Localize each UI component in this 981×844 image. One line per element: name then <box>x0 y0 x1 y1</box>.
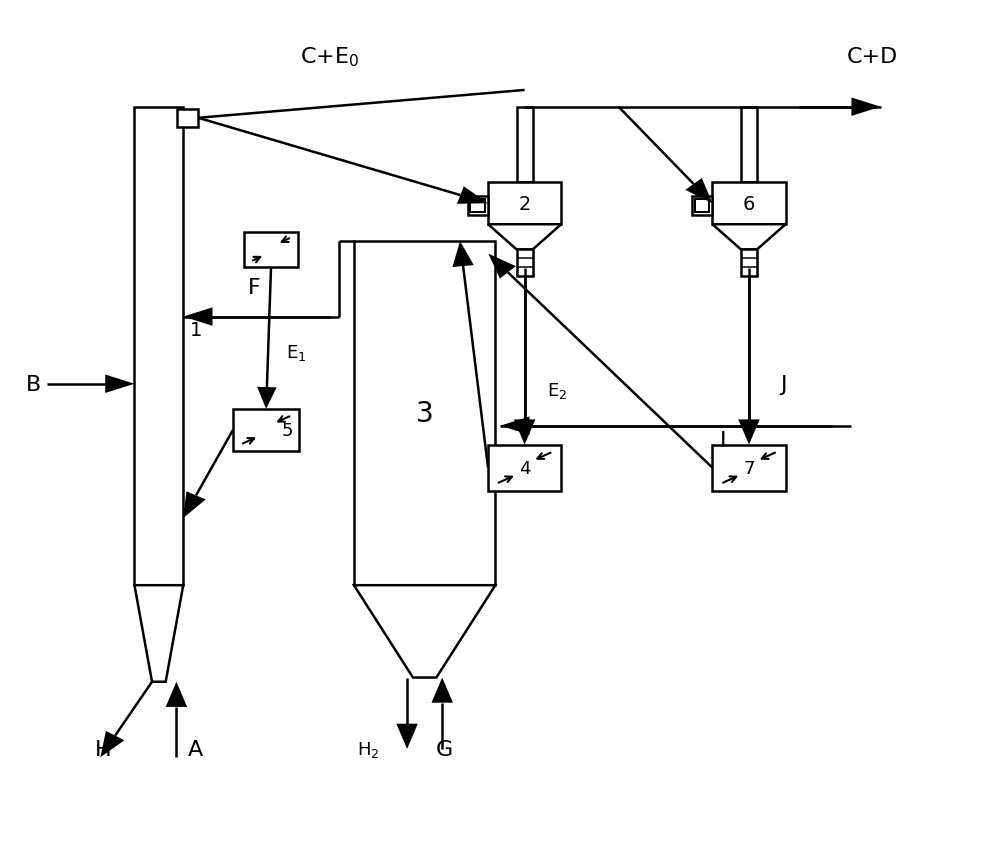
Polygon shape <box>489 254 516 279</box>
Polygon shape <box>354 586 495 678</box>
Bar <box>517 107 533 183</box>
Bar <box>232 409 299 452</box>
Bar <box>517 250 533 277</box>
Bar <box>692 197 712 215</box>
Text: H$_2$: H$_2$ <box>357 739 380 759</box>
Bar <box>741 250 757 277</box>
Polygon shape <box>514 420 536 445</box>
Text: 6: 6 <box>743 194 755 214</box>
Polygon shape <box>396 724 418 749</box>
Bar <box>712 445 786 491</box>
Text: G: G <box>436 739 453 759</box>
Bar <box>471 199 485 213</box>
Polygon shape <box>452 241 474 268</box>
Text: 1: 1 <box>190 320 202 339</box>
Polygon shape <box>134 586 183 682</box>
Polygon shape <box>105 375 134 393</box>
Bar <box>712 183 786 225</box>
Polygon shape <box>500 417 530 436</box>
Text: E$_1$: E$_1$ <box>285 343 306 362</box>
Polygon shape <box>489 225 561 250</box>
Text: I: I <box>720 430 726 451</box>
Polygon shape <box>257 387 277 409</box>
Polygon shape <box>432 678 453 703</box>
Text: E$_2$: E$_2$ <box>547 380 567 400</box>
Polygon shape <box>183 308 213 327</box>
Bar <box>695 199 709 213</box>
Text: H: H <box>95 739 112 759</box>
Bar <box>177 110 198 128</box>
Polygon shape <box>739 420 759 445</box>
Text: 3: 3 <box>416 399 434 428</box>
Bar <box>489 445 561 491</box>
Text: 4: 4 <box>519 459 531 477</box>
Text: A: A <box>188 739 203 759</box>
Polygon shape <box>166 682 187 707</box>
Polygon shape <box>712 225 786 250</box>
Text: B: B <box>26 374 41 394</box>
Text: J: J <box>780 374 787 394</box>
Text: C+D: C+D <box>847 47 898 68</box>
Polygon shape <box>457 187 489 204</box>
Polygon shape <box>100 731 125 757</box>
Bar <box>244 232 298 268</box>
Bar <box>489 183 561 225</box>
Polygon shape <box>852 99 881 116</box>
Polygon shape <box>686 179 712 204</box>
Text: 5: 5 <box>282 421 293 440</box>
Bar <box>741 107 757 183</box>
Bar <box>354 241 495 586</box>
Bar <box>134 107 183 586</box>
Text: F: F <box>248 278 261 298</box>
Text: C+E$_0$: C+E$_0$ <box>300 46 359 69</box>
Text: 2: 2 <box>518 194 531 214</box>
Bar <box>468 197 489 215</box>
Text: 7: 7 <box>744 459 754 477</box>
Polygon shape <box>183 492 206 518</box>
